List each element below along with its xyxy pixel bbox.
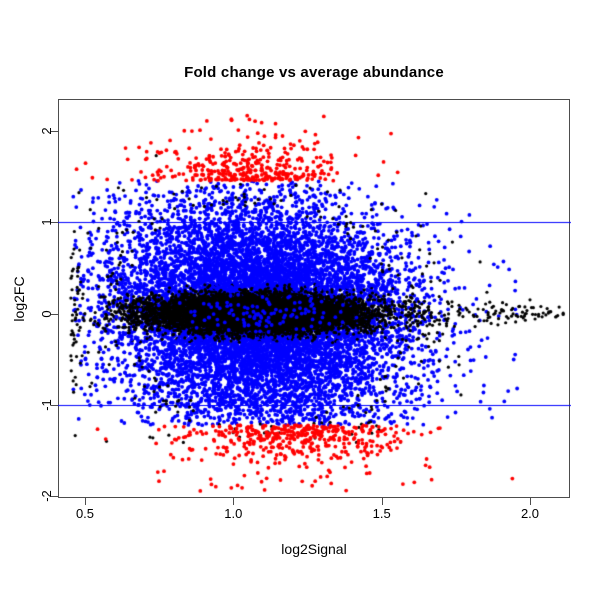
y-tick-label: 0 xyxy=(39,309,54,318)
y-tick-label: 2 xyxy=(39,127,54,135)
x-tick-mark xyxy=(530,498,531,505)
x-tick-label: 1.5 xyxy=(372,506,391,521)
y-tick-label: 1 xyxy=(39,218,54,226)
x-tick-label: 2.0 xyxy=(520,506,540,521)
y-tick-mark xyxy=(51,222,58,224)
y-tick-label: -2 xyxy=(39,490,54,502)
scatter-plot-canvas xyxy=(58,99,571,499)
y-axis-label: log2FC xyxy=(11,276,27,322)
y-tick-mark xyxy=(51,404,58,406)
y-tick-label: -1 xyxy=(39,398,54,411)
x-tick-label: 0.5 xyxy=(75,506,95,521)
y-tick-mark xyxy=(51,313,58,315)
y-tick-mark xyxy=(51,496,58,497)
x-tick-label: 1.0 xyxy=(224,506,243,521)
x-tick-mark xyxy=(381,498,383,505)
x-tick-mark xyxy=(233,498,235,505)
plot-title: Fold change vs average abundance xyxy=(184,64,444,81)
x-axis-label: log2Signal xyxy=(281,541,347,557)
x-tick-mark xyxy=(85,498,86,505)
y-tick-mark xyxy=(51,131,58,132)
